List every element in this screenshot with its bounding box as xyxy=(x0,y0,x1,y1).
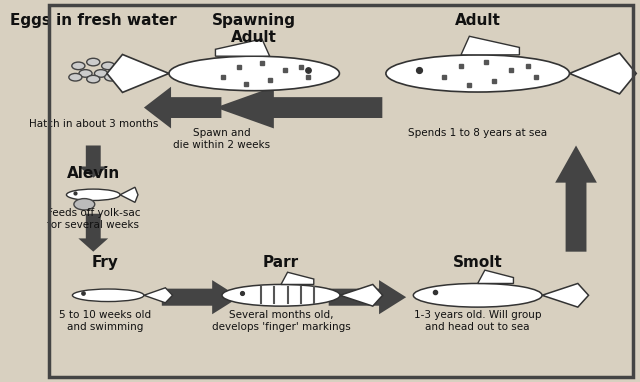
Polygon shape xyxy=(162,280,239,314)
Polygon shape xyxy=(555,146,597,252)
Polygon shape xyxy=(477,270,513,283)
Text: Several months old,
develops 'finger' markings: Several months old, develops 'finger' ma… xyxy=(212,311,350,332)
Polygon shape xyxy=(340,285,383,306)
Polygon shape xyxy=(78,214,108,252)
Text: Alevin: Alevin xyxy=(67,166,120,181)
Ellipse shape xyxy=(72,289,144,301)
Ellipse shape xyxy=(79,70,92,77)
Ellipse shape xyxy=(386,55,570,92)
Ellipse shape xyxy=(95,70,108,77)
Text: Fry: Fry xyxy=(92,256,118,270)
Text: Spawn and
die within 2 weeks: Spawn and die within 2 weeks xyxy=(173,128,270,150)
Polygon shape xyxy=(461,36,520,55)
Text: Parr: Parr xyxy=(263,256,299,270)
Polygon shape xyxy=(107,55,169,92)
Ellipse shape xyxy=(67,189,120,201)
Polygon shape xyxy=(144,87,221,128)
Polygon shape xyxy=(570,53,636,94)
Ellipse shape xyxy=(222,285,340,306)
Text: Spawning
Adult: Spawning Adult xyxy=(212,13,296,45)
Text: 5 to 10 weeks old
and swimming: 5 to 10 weeks old and swimming xyxy=(59,311,151,332)
Polygon shape xyxy=(542,283,589,307)
Ellipse shape xyxy=(104,73,118,81)
Text: Adult: Adult xyxy=(455,13,500,28)
Polygon shape xyxy=(216,39,269,56)
Polygon shape xyxy=(329,280,406,314)
Text: 1-3 years old. Will group
and head out to sea: 1-3 years old. Will group and head out t… xyxy=(414,311,541,332)
Polygon shape xyxy=(216,87,382,128)
Ellipse shape xyxy=(86,58,100,66)
Ellipse shape xyxy=(169,56,339,91)
Polygon shape xyxy=(281,272,314,285)
Text: Feeds off yolk-sac
for several weeks: Feeds off yolk-sac for several weeks xyxy=(47,208,140,230)
Polygon shape xyxy=(144,288,173,303)
Ellipse shape xyxy=(72,62,85,70)
Ellipse shape xyxy=(102,62,115,70)
Text: Spends 1 to 8 years at sea: Spends 1 to 8 years at sea xyxy=(408,128,547,138)
Polygon shape xyxy=(78,146,108,178)
Polygon shape xyxy=(120,187,138,202)
Text: Eggs in fresh water: Eggs in fresh water xyxy=(10,13,177,28)
Ellipse shape xyxy=(86,75,100,83)
Ellipse shape xyxy=(413,283,542,307)
Ellipse shape xyxy=(74,199,95,210)
Ellipse shape xyxy=(69,73,82,81)
Text: Smolt: Smolt xyxy=(453,256,502,270)
Text: Hatch in about 3 months: Hatch in about 3 months xyxy=(29,119,158,129)
